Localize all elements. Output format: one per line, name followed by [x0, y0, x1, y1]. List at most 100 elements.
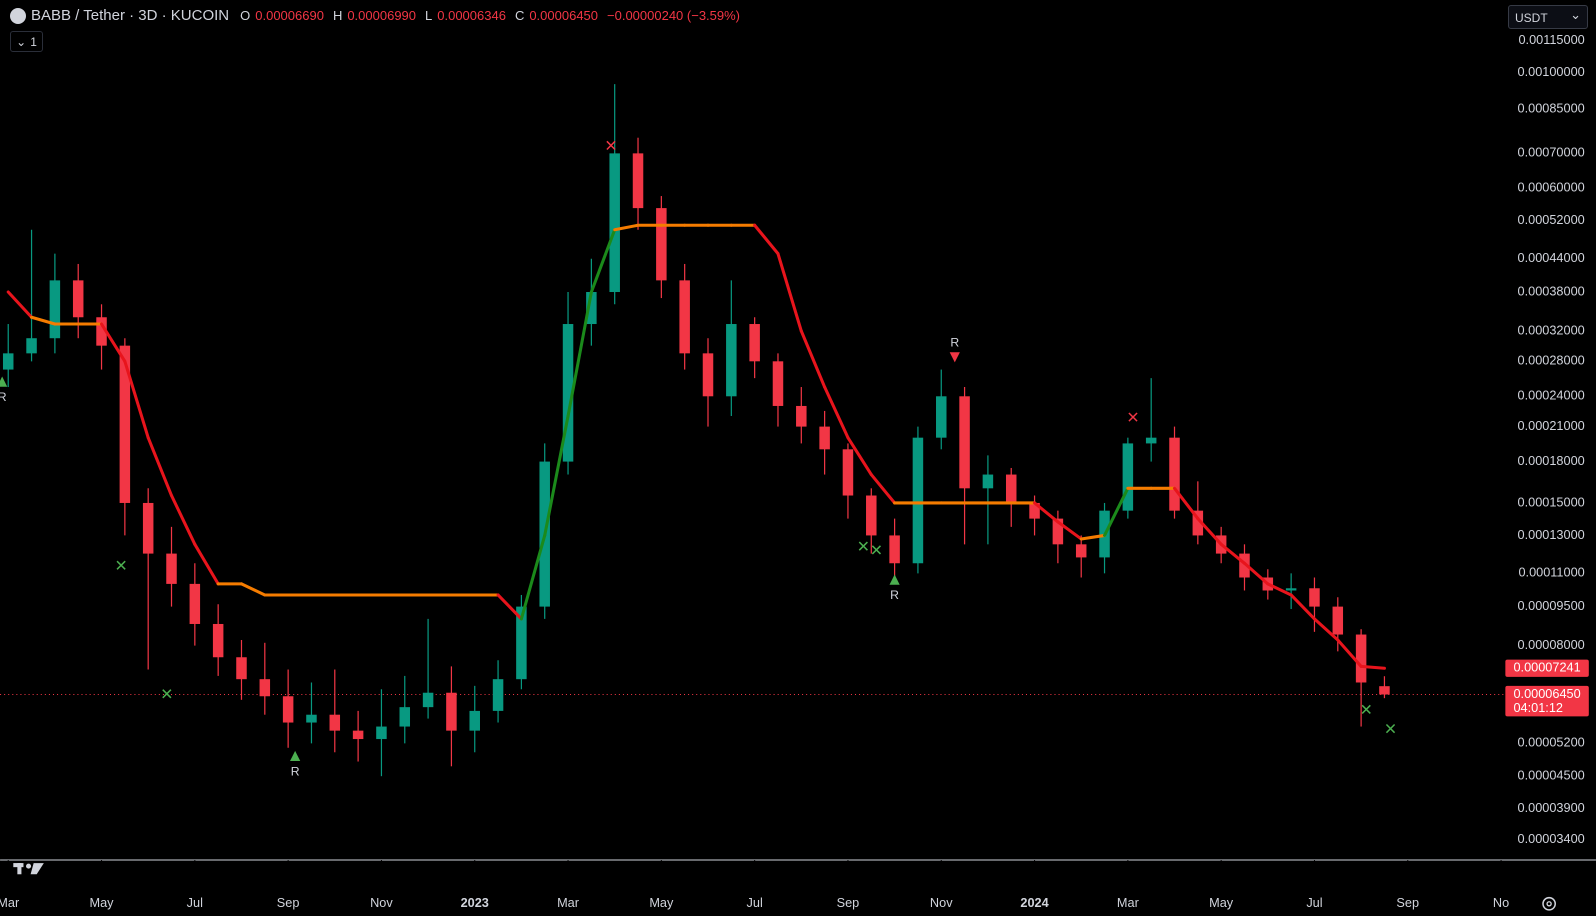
y-tick-label: 0.00003400 [1518, 831, 1585, 846]
y-tick-label: 0.00038000 [1518, 283, 1585, 298]
indicator-line [1242, 561, 1270, 586]
indicator-line [100, 322, 127, 363]
candle-body [1122, 443, 1134, 511]
y-tick-label: 0.00004500 [1518, 768, 1585, 783]
cross-marker [1385, 723, 1396, 734]
y-tick-label: 0.00011000 [1518, 565, 1584, 580]
signal-triangle [0, 376, 8, 387]
candle-body [1169, 437, 1180, 511]
candle-body [1075, 544, 1087, 558]
indicators-toggle[interactable]: ⌄ 1 [10, 31, 43, 52]
indicator-line [6, 290, 34, 319]
cross-marker [162, 689, 172, 699]
candle-body [912, 437, 924, 564]
indicator-line [799, 329, 827, 389]
indicator-line [1033, 501, 1060, 524]
candle-body [1192, 510, 1204, 536]
candle-body [562, 324, 574, 462]
y-tick-label: 0.00024000 [1518, 388, 1585, 403]
y-tick-label: 0.00005200 [1518, 735, 1585, 750]
candle-body [866, 495, 877, 536]
symbol-icon [10, 7, 26, 24]
ohlc-key: O [240, 8, 251, 23]
x-tick-label: Nov [370, 895, 393, 910]
cross-marker [1361, 704, 1371, 714]
indicator-line [1103, 486, 1130, 537]
x-tick-label: Nov [930, 895, 953, 910]
candle-body [609, 153, 620, 293]
indicator-count: 1 [30, 34, 37, 49]
candle-body [1379, 686, 1390, 695]
indicator-line [1219, 542, 1247, 565]
candle-body [1285, 588, 1297, 591]
x-tick-label: May [90, 895, 115, 910]
tv-logo [13, 863, 44, 875]
indicator-line [30, 315, 57, 326]
y-tick-label: 0.00009500 [1518, 598, 1585, 613]
y-tick-label: 0.00060000 [1518, 180, 1585, 195]
x-tick-label: Sep [277, 895, 300, 910]
ohlc-key: L [425, 8, 433, 23]
candle-body [282, 696, 294, 723]
indicator-line [823, 385, 850, 440]
candle-body [656, 208, 667, 281]
last-price-label-box [1505, 685, 1589, 717]
candle-body [702, 353, 714, 397]
chevron: ⌄ [16, 34, 27, 49]
candle-body [142, 502, 154, 554]
candle-body [796, 405, 807, 427]
x-tick-label: Mar [557, 895, 580, 910]
indicator-line [869, 473, 897, 505]
candle-body [679, 280, 690, 354]
candle-body [632, 153, 644, 209]
candle-body [516, 606, 527, 680]
indicator-line [1079, 533, 1107, 541]
candle-body [119, 345, 131, 503]
indicator-line [1172, 486, 1200, 521]
candle-body [2, 353, 14, 370]
candle-body [259, 679, 271, 697]
currency-select[interactable]: USDT [1508, 5, 1588, 29]
candle-body [376, 726, 387, 740]
indicator-line [846, 436, 873, 477]
candle-body [306, 714, 317, 723]
indicator-line [146, 436, 174, 498]
candle-body [49, 280, 61, 339]
y-tick-label: 0.00015000 [1518, 494, 1585, 509]
countdown: 04:01:12 [1513, 700, 1563, 715]
settings-icon[interactable] [1542, 896, 1556, 911]
indicator-line [1196, 517, 1223, 546]
candle-body [236, 657, 247, 680]
symbol[interactable]: BABB / Tether · 3D · KUCOIN [31, 7, 230, 24]
y-tick-label: 0.00028000 [1518, 353, 1585, 368]
candle-body [212, 623, 224, 658]
candle-body [422, 692, 434, 708]
legend-header: BABB / Tether · 3D · KUCOIN O 0.00006690 … [10, 7, 744, 24]
candle-body [889, 535, 900, 564]
y-tick-label: 0.00052000 [1518, 212, 1585, 227]
indicator-line [613, 223, 640, 232]
y-tick-label: 0.00013000 [1518, 527, 1585, 542]
y-tick-label: 0.00044000 [1518, 250, 1585, 265]
candle-body [1355, 634, 1367, 683]
x-tick-label: Sep [1396, 895, 1419, 910]
ohlc-value: 0.00006450 [529, 8, 599, 23]
signal-label: R [950, 335, 959, 349]
candle-body [96, 317, 107, 346]
candle-body [1239, 553, 1250, 578]
x-tick-label: Mar [0, 895, 20, 910]
ohlc-key: H [332, 8, 343, 23]
cross-marker [606, 140, 616, 151]
y-tick-label: 0.00032000 [1518, 322, 1585, 337]
last-price-label: 0.00006450 [1513, 686, 1580, 701]
indicator-line [193, 542, 220, 586]
indicator-line [519, 533, 547, 621]
candle-body [26, 338, 37, 354]
x-tick-label: No [1493, 895, 1509, 910]
indicator-line [239, 582, 267, 597]
candle-body [352, 730, 364, 740]
candle-body [166, 553, 177, 584]
cross-marker [1128, 412, 1138, 422]
y-tick-label: 0.00008000 [1518, 637, 1585, 652]
